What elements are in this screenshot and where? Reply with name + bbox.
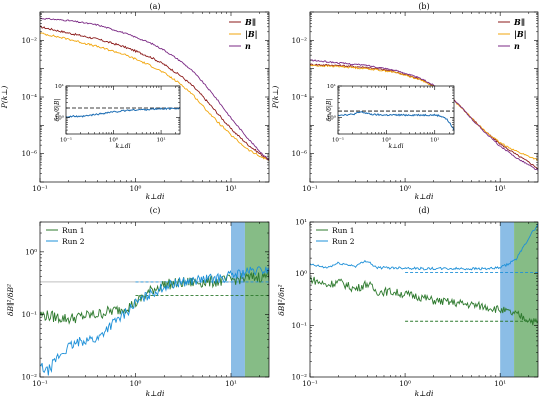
panel-a-series-1 [40, 32, 269, 162]
panel-c-xtick-label: 10⁰ [130, 380, 142, 388]
panel-b-inset-series [337, 110, 455, 131]
panel-c-frame [39, 221, 270, 378]
panel-b-ytick-label: 10⁻⁴ [292, 94, 308, 102]
panel-c-xtick-label: 10⁻¹ [32, 380, 48, 388]
panel-c-series-0 [40, 270, 269, 325]
panel-c-xlabel: k⊥di [146, 389, 165, 398]
panel-d-ytick-label: 10⁻¹ [292, 322, 308, 330]
panel-b-inset-xlabel: k⊥di [388, 143, 403, 150]
panel-d-series-0 [310, 276, 538, 326]
panel-c-ytick-label: 10⁻² [22, 374, 38, 382]
panel-b-inset-ytick-label: 10⁰ [327, 115, 337, 122]
panel-b-legend-label-0: B∥ [513, 17, 525, 27]
panel-d-ytick-label: 10¹ [295, 219, 307, 227]
panel-b-ylabel: P(k⊥) [271, 86, 280, 110]
panel-d-band-1 [514, 222, 538, 377]
panel-b-inset-xtick-label: 10⁻¹ [332, 137, 344, 144]
panel-a-xlabel: k⊥di [146, 192, 165, 201]
panel-b-inset-bg [338, 86, 454, 134]
panel-b-inset-xtick-label: 10¹ [430, 137, 439, 144]
panel-b-inset-xtick-label: 10⁰ [382, 137, 392, 144]
panel-b-legend-label-2: n [514, 41, 520, 51]
panel-a-ytick-label: 10⁻⁶ [22, 150, 38, 158]
panel-c-band-0 [230, 222, 245, 377]
panel-c: (c)10⁻¹ 10⁰ 10¹10⁰10⁻¹10⁻²k⊥diδB∥²/δB²Run … [6, 206, 270, 398]
panel-d-xtick-label: 10⁰ [399, 380, 411, 388]
panel-d-legend-label-0: Run 1 [332, 226, 354, 235]
panel-a-inset-frame [65, 85, 181, 135]
panel-c-legend-label-0: Run 1 [62, 226, 84, 235]
panel-b-xlabel: k⊥di [415, 192, 434, 201]
panel-a-ytick-label: 10⁻⁴ [22, 94, 38, 102]
panel-b-label: (b) [418, 2, 429, 11]
panel-a-inset-xtick-label: 10⁰ [109, 137, 119, 144]
panel-a: (a) 10⁻¹ 10⁰ 10¹ 10⁻² 10⁻⁴ 10⁻⁶ k⊥di P(k⊥) B∥ |B| n… [0, 2, 270, 201]
panel-b-series-0 [310, 63, 538, 170]
panel-a-inset-xlabel: k⊥di [115, 143, 130, 150]
panel-c-band-1 [244, 222, 269, 377]
panel-b-legend-label-1: |B| [514, 29, 527, 39]
panel-a-legend-label-1: |B| [245, 29, 258, 39]
panel-a-inset-ylabel: δnᵢ/δ|B| [54, 99, 61, 122]
panel-a-series-2 [40, 17, 269, 161]
panel-d-ytick-label: 10⁰ [295, 270, 307, 278]
panel-a-inset-xtick-label: 10⁻¹ [60, 137, 72, 144]
panel-d-legend-label-1: Run 2 [332, 237, 355, 246]
panel-b: (b) 10⁻¹ 10⁰ 10¹ 10⁻² 10⁻⁴ 10⁻⁶ k⊥di P(k⊥) B∥ |B| n… [271, 2, 539, 201]
panel-a-inset-ytick-label: 10⁰ [55, 115, 65, 122]
panel-b-xtick-label: 10⁻¹ [302, 185, 318, 193]
panel-a-xtick-label: 10⁻¹ [32, 185, 48, 193]
panel-b-inset-ylabel: δnᵢ/δ|B| [326, 99, 333, 122]
panel-d-xtick-label: 10⁻¹ [302, 380, 318, 388]
panel-a-series-group [40, 17, 269, 162]
panel-d-label: (d) [418, 206, 429, 215]
panel-a-xtick-label: 10¹ [225, 185, 237, 193]
panel-b-inset-frame [337, 85, 455, 135]
panel-b-xtick-label: 10¹ [494, 185, 506, 193]
panel-c-ytick-label: 10⁻¹ [22, 311, 38, 319]
panel-d-band-0 [500, 222, 515, 377]
panel-a-inset-series [65, 106, 181, 119]
panel-d-series-group [310, 223, 538, 326]
panel-a-label: (a) [149, 2, 160, 11]
panel-c-label: (c) [150, 206, 161, 215]
panel-b-xtick-label: 10⁰ [399, 185, 411, 193]
panel-c-ylabel: δB∥²/δB² [6, 284, 15, 316]
panel-a-xtick-label: 10⁰ [130, 185, 142, 193]
panel-a-legend-label-0: B∥ [244, 17, 256, 27]
panel-d-ylabel: δB∥²/δn² [277, 284, 286, 315]
panel-a-legend-label-2: n [245, 41, 251, 51]
panel-c-ytick-label: 10⁰ [25, 248, 37, 256]
panel-c-legend-label-1: Run 2 [62, 237, 85, 246]
panel-a-ytick-label: 10⁻² [22, 37, 38, 45]
panel-b-series-2 [310, 59, 538, 171]
panel-c-xtick-label: 10¹ [225, 380, 237, 388]
panel-a-inset-ytick-label: 10¹ [55, 83, 64, 90]
panel-a-ylabel: P(k⊥) [0, 86, 9, 110]
panel-b-ytick-label: 10⁻⁶ [292, 150, 308, 158]
panel-b-inset-ytick-label: 10¹ [327, 83, 336, 90]
panel-d: (d)10⁻¹ 10⁰ 10¹10¹10⁰10⁻¹10⁻²k⊥diδB∥²/δn²R… [277, 206, 539, 398]
panel-d-ytick-label: 10⁻² [292, 374, 308, 382]
panel-d-xtick-label: 10¹ [494, 380, 506, 388]
panel-d-series-1 [310, 223, 538, 271]
panel-c-series-1 [40, 266, 269, 376]
panel-a-series-0 [40, 25, 269, 160]
panel-b-series-group [310, 59, 538, 171]
panel-d-frame [309, 221, 539, 378]
panel-a-inset-xtick-label: 10¹ [156, 137, 165, 144]
panel-d-xlabel: k⊥di [415, 389, 434, 398]
panel-b-series-1 [310, 64, 538, 161]
panel-b-ytick-label: 10⁻² [292, 37, 308, 45]
panel-c-series-group [40, 266, 269, 376]
